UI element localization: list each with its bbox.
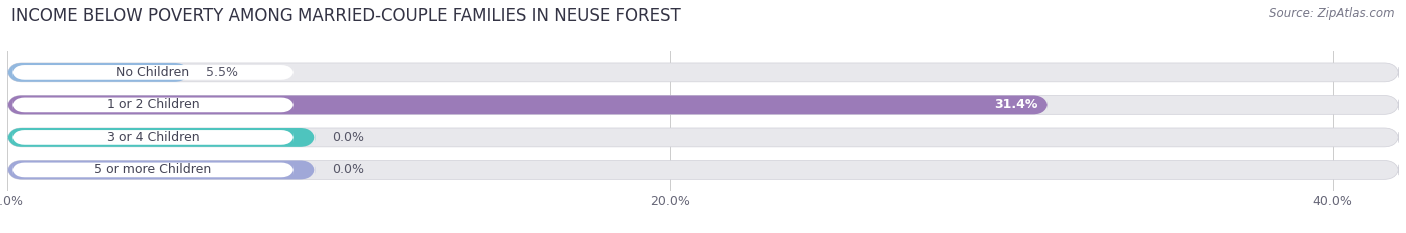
Text: 1 or 2 Children: 1 or 2 Children: [107, 98, 200, 111]
Text: 0.0%: 0.0%: [332, 131, 364, 144]
Text: No Children: No Children: [117, 66, 190, 79]
FancyBboxPatch shape: [7, 63, 190, 82]
FancyBboxPatch shape: [7, 63, 1399, 82]
Text: 3 or 4 Children: 3 or 4 Children: [107, 131, 200, 144]
FancyBboxPatch shape: [13, 65, 294, 80]
FancyBboxPatch shape: [7, 96, 1399, 114]
FancyBboxPatch shape: [13, 98, 294, 112]
Text: 5.5%: 5.5%: [205, 66, 238, 79]
FancyBboxPatch shape: [7, 161, 315, 179]
FancyBboxPatch shape: [7, 128, 1399, 147]
FancyBboxPatch shape: [7, 96, 1047, 114]
FancyBboxPatch shape: [13, 130, 294, 145]
FancyBboxPatch shape: [13, 163, 294, 177]
Text: 31.4%: 31.4%: [994, 98, 1038, 111]
Text: 5 or more Children: 5 or more Children: [94, 163, 211, 176]
Text: 0.0%: 0.0%: [332, 163, 364, 176]
Text: INCOME BELOW POVERTY AMONG MARRIED-COUPLE FAMILIES IN NEUSE FOREST: INCOME BELOW POVERTY AMONG MARRIED-COUPL…: [11, 7, 681, 25]
FancyBboxPatch shape: [7, 161, 1399, 179]
Text: Source: ZipAtlas.com: Source: ZipAtlas.com: [1270, 7, 1395, 20]
FancyBboxPatch shape: [7, 128, 315, 147]
